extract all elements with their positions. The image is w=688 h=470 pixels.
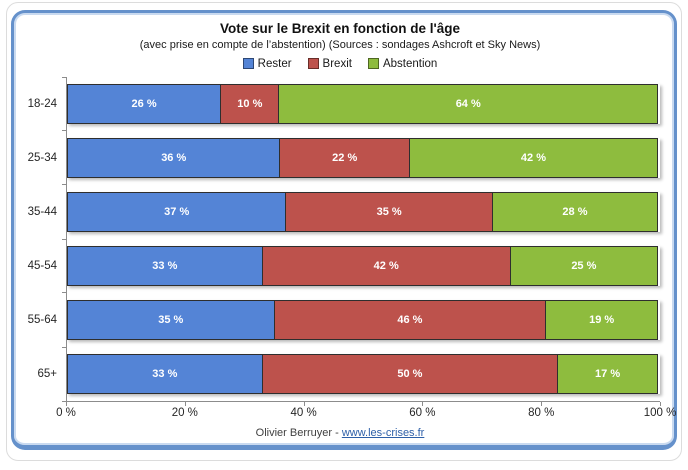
bar-segment-brexit: 35 % [285,192,493,232]
bar-segment-abstention: 28 % [491,192,658,232]
category-label: 55-64 [27,314,57,326]
legend-swatch-icon [367,58,379,69]
value-label: 25 % [571,260,597,272]
bar-segment-abstention: 25 % [509,246,658,286]
y-axis-tick [62,400,67,402]
bar-segment-rester: 33 % [67,246,263,286]
bar-segment-abstention: 42 % [408,138,658,178]
bar-row: 36 % 22 % 42 % [67,131,660,185]
bar-segment-rester: 33 % [67,354,263,394]
chart-frame: Vote sur le Brexit en fonction de l'âge … [11,10,677,450]
bar-segment-abstention: 19 % [545,300,658,340]
y-axis-tick [62,184,67,186]
stacked-bar: 37 % 35 % 28 % [67,192,660,232]
value-label: 19 % [589,314,615,326]
x-axis-tick [66,402,67,406]
chart-subtitle: (avec prise en compte de l’abstention) (… [139,39,541,51]
legend-swatch-icon [307,58,319,69]
category-label: 18-24 [27,98,57,110]
chart-body: 18-24 25-34 35-44 45-54 55-64 65+ 26 % 10 % 64 … [20,76,676,424]
value-label: 42 % [520,152,546,164]
bar-segment-abstention: 64 % [278,84,658,124]
value-label: 33 % [152,260,178,272]
x-tick-label: 20 % [171,407,198,419]
value-label: 36 % [161,152,187,164]
x-axis-tick [422,402,424,406]
legend-label: Rester [257,57,292,70]
value-label: 50 % [397,368,423,380]
value-label: 17 % [595,368,621,380]
bar-segment-brexit: 10 % [220,84,280,124]
bar-segment-abstention: 17 % [557,354,658,394]
x-tick-label: 40 % [290,407,317,419]
category-label: 65+ [37,368,57,380]
bar-segment-brexit: 22 % [279,138,410,178]
x-axis-tick [303,402,305,406]
stacked-bar: 33 % 50 % 17 % [67,354,660,394]
legend-swatch-icon [242,58,254,69]
bar-row: 26 % 10 % 64 % [67,77,660,131]
legend-label: Brexit [322,57,352,70]
bar-row: 37 % 35 % 28 % [67,185,660,239]
value-label: 26 % [131,98,157,110]
bar-segment-rester: 37 % [67,192,287,232]
y-axis-tick [62,346,67,348]
legend: Rester Brexit Abstention [20,56,660,71]
author-credit: Olivier Berruyer [255,427,333,439]
x-tick-label: 60 % [409,407,436,419]
category-label: 35-44 [27,206,57,218]
legend-item-rester: Rester [242,57,292,70]
value-label: 22 % [332,152,358,164]
x-axis-tick [541,402,543,406]
value-label: 35 % [376,206,402,218]
plot-area: 26 % 10 % 64 % 36 % 22 % 42 % 37 % 35 % 28 % 33 %… [62,76,660,402]
x-tick-label: 100 % [643,407,677,419]
bar-segment-rester: 35 % [67,300,275,340]
legend-item-brexit: Brexit [307,57,352,70]
y-axis-labels: 18-24 25-34 35-44 45-54 55-64 65+ [20,77,66,401]
value-label: 37 % [164,206,190,218]
x-axis-tick [184,402,186,406]
x-tick-label: 0 % [56,407,76,419]
bar-row: 33 % 42 % 25 % [67,239,660,293]
x-tick-label: 80 % [528,407,555,419]
plot-wrap: 26 % 10 % 64 % 36 % 22 % 42 % 37 % 35 % 28 % 33 %… [56,76,676,424]
stacked-bar: 35 % 46 % 19 % [67,300,660,340]
footer-separator: - [332,427,342,439]
bar-row: 35 % 46 % 19 % [67,293,660,347]
value-label: 42 % [373,260,399,272]
bar-segment-rester: 26 % [67,84,222,124]
bar-segment-brexit: 42 % [261,246,511,286]
y-axis-tick [62,238,67,240]
value-label: 64 % [455,98,481,110]
stacked-bar: 26 % 10 % 64 % [67,84,660,124]
value-label: 46 % [397,314,423,326]
x-axis-tick [660,402,661,406]
bar-segment-rester: 36 % [67,138,281,178]
category-label: 25-34 [27,152,57,164]
footer: Olivier Berruyer - www.les-crises.fr [20,427,660,439]
y-axis-tick [62,130,67,132]
bar-segment-brexit: 50 % [261,354,559,394]
y-axis-tick [62,292,67,294]
value-label: 35 % [158,314,184,326]
bar-row: 33 % 50 % 17 % [67,347,660,401]
legend-label: Abstention [382,57,438,70]
chart-title: Vote sur le Brexit en fonction de l'âge [219,21,460,36]
les-crises-link[interactable]: www.les-crises.fr [341,427,425,439]
stacked-bar: 33 % 42 % 25 % [67,246,660,286]
value-label: 33 % [152,368,178,380]
value-label: 28 % [562,206,588,218]
outer-border: Vote sur le Brexit en fonction de l'âge … [6,2,682,461]
value-label: 10 % [237,98,263,110]
stacked-bar: 36 % 22 % 42 % [67,138,660,178]
x-axis: 0 % 20 % 40 % 60 % 80 % 100 % [56,402,676,424]
y-axis-tick [62,76,67,78]
legend-item-abstention: Abstention [367,57,438,70]
bar-segment-brexit: 46 % [273,300,547,340]
category-label: 45-54 [27,260,57,272]
